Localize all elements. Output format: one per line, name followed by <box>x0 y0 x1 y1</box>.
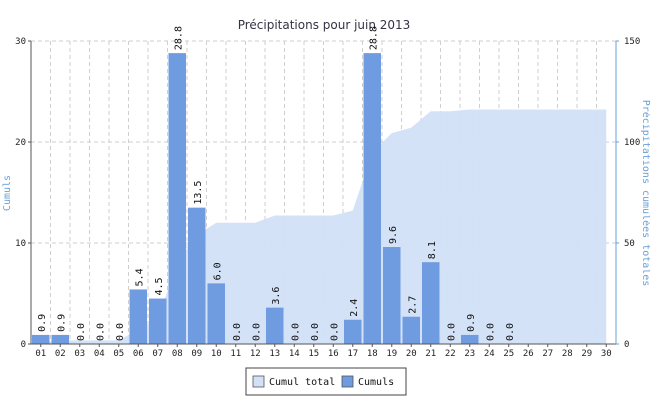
x-tick-label-26: 26 <box>523 349 534 359</box>
x-tick-label-28: 28 <box>562 349 573 359</box>
data-label-24: 0.0 <box>485 323 496 341</box>
x-tick-label-05: 05 <box>113 349 124 359</box>
legend-label-cumul-total: Cumul total <box>269 377 335 388</box>
bar-07 <box>149 298 167 344</box>
x-tick-label-07: 07 <box>152 349 163 359</box>
x-tick-label-24: 24 <box>484 349 495 359</box>
data-label-10: 6.0 <box>212 262 223 280</box>
data-label-20: 2.7 <box>407 296 418 314</box>
bar-17 <box>344 319 362 344</box>
x-tick-labels: 01 02 03 04 05 06 07 08 09 10 11 12 13 14 15 16 17 18 19 20… <box>35 349 611 359</box>
x-tick-label-02: 02 <box>55 349 66 359</box>
chart-title: Précipitations pour juin 2013 <box>238 18 411 32</box>
legend-swatch-cumuls <box>341 375 354 388</box>
data-label-05: 0.0 <box>115 323 126 341</box>
bar-01 <box>32 334 50 344</box>
data-label-14: 0.0 <box>290 323 301 341</box>
x-tick-label-12: 12 <box>250 349 261 359</box>
x-tick-label-06: 06 <box>133 349 144 359</box>
cumul-total-area <box>40 109 607 344</box>
x-tick-label-20: 20 <box>406 349 417 359</box>
y-tick-label-20: 20 <box>15 138 26 148</box>
data-label-11: 0.0 <box>232 323 243 341</box>
bar-09 <box>188 207 206 344</box>
data-label-16: 0.0 <box>329 323 340 341</box>
x-tick-label-21: 21 <box>425 349 436 359</box>
x-tick-label-03: 03 <box>74 349 85 359</box>
legend-swatch-cumul-total <box>252 375 265 388</box>
data-label-09: 13.5 <box>193 181 204 205</box>
data-label-15: 0.0 <box>310 323 321 341</box>
bar-20 <box>402 316 420 344</box>
bar-18 <box>363 53 381 345</box>
data-label-07: 4.5 <box>154 277 165 295</box>
y-tick-label-10: 10 <box>15 239 26 249</box>
x-tick-label-19: 19 <box>386 349 397 359</box>
bar-23 <box>461 334 479 344</box>
x-tick-label-09: 09 <box>191 349 202 359</box>
x-tick-label-10: 10 <box>211 349 222 359</box>
x-tick-label-29: 29 <box>581 349 592 359</box>
x-tick-label-25: 25 <box>503 349 514 359</box>
bar-21 <box>422 262 440 344</box>
data-label-12: 0.0 <box>251 323 262 341</box>
data-label-19: 9.6 <box>388 226 399 244</box>
y-tick-label-30: 30 <box>15 37 26 47</box>
x-tick-label-23: 23 <box>464 349 475 359</box>
y2-tick-labels: 0 50 100 150 <box>624 37 640 350</box>
y2-tick-label-50: 50 <box>624 239 635 249</box>
y2-axis-label: Précipitations cumulées totales <box>640 100 650 287</box>
data-label-02: 0.9 <box>56 314 67 332</box>
legend: Cumul total Cumuls <box>245 367 407 396</box>
data-label-21: 8.1 <box>427 241 438 259</box>
x-tick-label-22: 22 <box>445 349 456 359</box>
data-label-01: 0.9 <box>37 314 48 332</box>
y-tick-label-0: 0 <box>21 340 26 350</box>
data-label-17: 2.4 <box>349 299 360 317</box>
y2-tick-label-150: 150 <box>624 37 640 47</box>
data-label-03: 0.0 <box>76 323 87 341</box>
data-labels: 0.9 0.9 0.0 0.0 0.0 5.4 4.5 28.8 13.5 6.0 0.0 0.0 3.… <box>37 26 516 341</box>
data-label-13: 3.6 <box>271 287 282 305</box>
x-tick-label-30: 30 <box>601 349 612 359</box>
bar-13 <box>266 307 284 344</box>
bar-10 <box>207 283 225 344</box>
y2-tick-label-0: 0 <box>624 340 629 350</box>
x-tick-label-17: 17 <box>347 349 358 359</box>
data-label-08: 28.8 <box>173 26 184 50</box>
x-tick-label-11: 11 <box>230 349 241 359</box>
x-tick-label-13: 13 <box>269 349 280 359</box>
x-tick-label-18: 18 <box>367 349 378 359</box>
data-label-23: 0.9 <box>466 314 477 332</box>
legend-box <box>245 367 407 396</box>
x-tick-label-04: 04 <box>94 349 105 359</box>
data-label-22: 0.0 <box>446 323 457 341</box>
x-tick-label-14: 14 <box>289 349 300 359</box>
data-label-18: 28.8 <box>368 26 379 50</box>
x-tick-label-27: 27 <box>542 349 553 359</box>
axes <box>28 40 619 347</box>
x-tick-label-16: 16 <box>328 349 339 359</box>
x-tick-label-01: 01 <box>35 349 46 359</box>
y-tick-labels: 0 10 20 30 <box>15 37 26 350</box>
data-label-04: 0.0 <box>95 323 106 341</box>
x-tick-label-08: 08 <box>172 349 183 359</box>
bar-08 <box>168 53 186 345</box>
bar-02 <box>51 334 69 344</box>
bar-19 <box>383 247 401 344</box>
y2-tick-label-100: 100 <box>624 138 640 148</box>
data-label-25: 0.0 <box>505 323 516 341</box>
data-label-06: 5.4 <box>134 268 145 286</box>
bars-group <box>32 53 479 345</box>
bar-06 <box>129 289 147 344</box>
legend-label-cumuls: Cumuls <box>358 377 394 388</box>
x-tick-label-15: 15 <box>308 349 319 359</box>
y-axis-label: Cumuls <box>2 175 13 211</box>
